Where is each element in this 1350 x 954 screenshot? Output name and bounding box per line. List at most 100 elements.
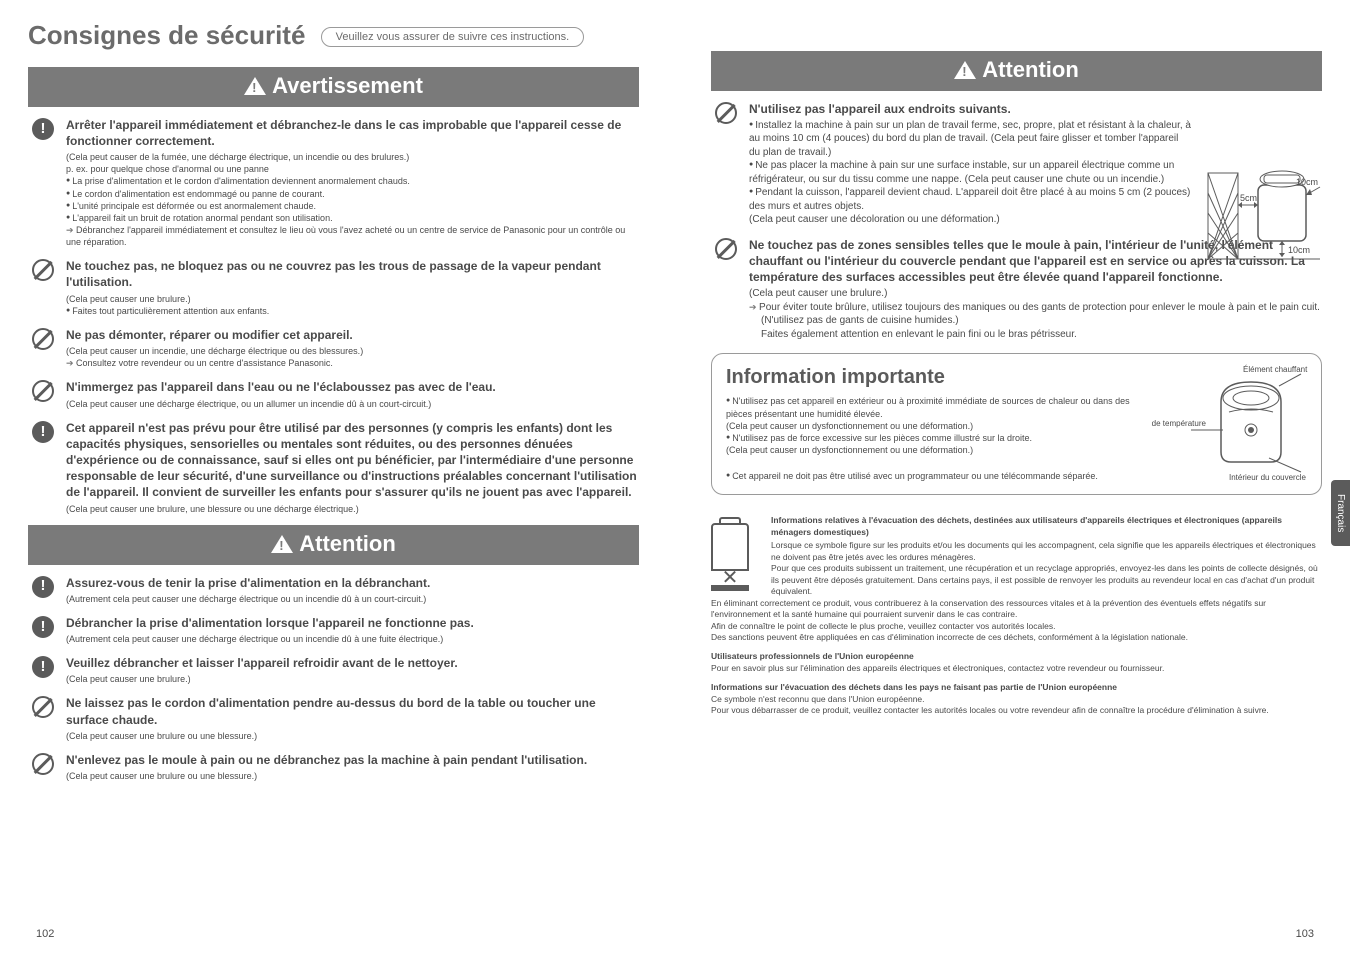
c2-note: (Autrement cela peut causer une décharge… <box>66 633 639 645</box>
b1-title: Arrêter l'appareil immédiatement et débr… <box>66 117 639 149</box>
prohibit-icon <box>32 380 54 402</box>
b1-li3: L'unité principale est déformée ou est a… <box>66 200 639 212</box>
title-sub: Veuillez vous assurer de suivre ces inst… <box>321 27 585 47</box>
c1-note: (Autrement cela peut causer une décharge… <box>66 593 639 605</box>
page-right: Attention N'utilisez pas l'appareil aux … <box>675 0 1350 954</box>
eco-p3: En éliminant correctement ce produit, vo… <box>711 598 1322 621</box>
block-b4: N'immergez pas l'appareil dans l'eau ou … <box>32 379 639 409</box>
banner-attention-right: Attention <box>711 51 1322 91</box>
mandatory-icon: ! <box>32 656 54 678</box>
oven-clearance-diagram: 5cm 10cm 10cm <box>1202 155 1322 265</box>
mandatory-icon: ! <box>32 616 54 638</box>
title-text: Consignes de sécurité <box>28 20 305 50</box>
block-b1: ! Arrêter l'appareil immédiatement et dé… <box>32 117 639 249</box>
b4-title: N'immergez pas l'appareil dans l'eau ou … <box>66 379 639 395</box>
block-b2: Ne touchez pas, ne bloquez pas ou ne cou… <box>32 258 639 317</box>
mandatory-icon: ! <box>32 421 54 443</box>
block-b3: Ne pas démonter, réparer ou modifier cet… <box>32 327 639 369</box>
r2-note: (Cela peut causer une brulure.) <box>749 287 1322 301</box>
b1-li1: La prise d'alimentation et le cordon d'a… <box>66 175 639 187</box>
r1-li2: Ne pas placer la machine à pain sur une … <box>749 159 1192 186</box>
b2-title: Ne touchez pas, ne bloquez pas ou ne cou… <box>66 258 639 290</box>
page-title: Consignes de sécurité Veuillez vous assu… <box>28 18 639 53</box>
svg-text:10cm: 10cm <box>1288 245 1310 255</box>
svg-text:10cm: 10cm <box>1296 177 1318 187</box>
prohibit-icon <box>32 328 54 350</box>
svg-text:Capteur de température: Capteur de température <box>1151 419 1206 428</box>
info-box: Information importante N'utilisez pas ce… <box>711 353 1322 495</box>
block-c5: N'enlevez pas le moule à pain ou ne débr… <box>32 752 639 782</box>
mandatory-icon: ! <box>32 118 54 140</box>
b2-note: (Cela peut causer une brulure.) <box>66 293 639 305</box>
eco-p6: Pour en savoir plus sur l'élimination de… <box>711 663 1322 674</box>
b1-text: Arrêter l'appareil immédiatement et débr… <box>66 117 639 249</box>
b1-li4: L'appareil fait un bruit de rotation ano… <box>66 212 639 224</box>
info-li2-text: N'utilisez pas de force excessive sur le… <box>732 433 1032 443</box>
banner2-label: Attention <box>299 531 396 556</box>
b2-li1: Faites tout particulièrement attention a… <box>66 305 639 317</box>
c4-title: Ne laissez pas le cordon d'alimentation … <box>66 695 639 727</box>
r1-container: N'utilisez pas l'appareil aux endroits s… <box>711 101 1322 227</box>
eco-p8: Pour vous débarrasser de ce produit, veu… <box>711 705 1322 716</box>
banner1-label: Avertissement <box>272 73 423 98</box>
banner-avertissement: Avertissement <box>28 67 639 107</box>
b3-note: (Cela peut causer un incendie, une décha… <box>66 345 639 357</box>
block-b5: ! Cet appareil n'est pas prévu pour être… <box>32 420 639 515</box>
r2-arrow: Pour éviter toute brûlure, utilisez touj… <box>749 301 1322 315</box>
banner-right-label: Attention <box>982 57 1079 82</box>
b5-note: (Cela peut causer une brulure, une bless… <box>66 503 639 515</box>
b1-arrow: Débranchez l'appareil immédiatement et c… <box>66 224 639 248</box>
eco-block: ✕ Informations relatives à l'évacuation … <box>711 515 1322 717</box>
warning-triangle-icon <box>244 77 266 95</box>
page-number-right: 103 <box>1296 927 1314 942</box>
b5-title: Cet appareil n'est pas prévu pour être u… <box>66 420 639 501</box>
info-li1-text: N'utilisez pas cet appareil en extérieur… <box>726 396 1130 418</box>
info-li2n: (Cela peut causer un dysfonctionnement o… <box>726 445 973 455</box>
svg-text:Élément chauffant: Élément chauffant <box>1243 365 1308 374</box>
block-c4: Ne laissez pas le cordon d'alimentation … <box>32 695 639 742</box>
r1-title: N'utilisez pas l'appareil aux endroits s… <box>749 101 1192 117</box>
c2-title: Débrancher la prise d'alimentation lorsq… <box>66 615 639 631</box>
eco-h3: Informations sur l'évacuation des déchet… <box>711 682 1322 693</box>
eco-p5: Des sanctions peuvent être appliquées en… <box>711 632 1322 643</box>
c3-note: (Cela peut causer une brulure.) <box>66 673 639 685</box>
info-li1n: (Cela peut causer un dysfonctionnement o… <box>726 421 973 431</box>
prohibit-icon <box>32 753 54 775</box>
language-tab: Français <box>1331 480 1350 546</box>
r1-li3-text: Pendant la cuisson, l'appareil devient c… <box>749 187 1190 212</box>
mandatory-icon: ! <box>32 576 54 598</box>
eco-h1: Informations relatives à l'évacuation de… <box>771 515 1322 538</box>
info-li1: N'utilisez pas cet appareil en extérieur… <box>726 395 1147 431</box>
block-c3: ! Veuillez débrancher et laisser l'appar… <box>32 655 639 685</box>
eco-h2: Utilisateurs professionnels de l'Union e… <box>711 651 1322 662</box>
eco-p1: Lorsque ce symbole figure sur les produi… <box>771 540 1322 563</box>
eco-p4: Afin de connaître le point de collecte l… <box>711 621 1322 632</box>
b1-note: (Cela peut causer de la fumée, une décha… <box>66 151 639 163</box>
page-left: Consignes de sécurité Veuillez vous assu… <box>0 0 675 954</box>
c1-title: Assurez-vous de tenir la prise d'aliment… <box>66 575 639 591</box>
info-li2: N'utilisez pas de force excessive sur le… <box>726 432 1147 456</box>
eco-p2: Pour que ces produits subissent un trait… <box>771 563 1322 597</box>
svg-text:5cm: 5cm <box>1240 193 1257 203</box>
info-li3: Cet appareil ne doit pas être utilisé av… <box>726 470 1147 482</box>
r1-li3: Pendant la cuisson, l'appareil devient c… <box>749 186 1192 227</box>
weee-bin-icon: ✕ <box>711 523 749 571</box>
r2-sub1: (N'utilisez pas de gants de cuisine humi… <box>749 314 1322 328</box>
c5-title: N'enlevez pas le moule à pain ou ne débr… <box>66 752 639 768</box>
block-c2: ! Débrancher la prise d'alimentation lor… <box>32 615 639 645</box>
b1-li2: Le cordon d'alimentation est endommagé o… <box>66 188 639 200</box>
c4-note: (Cela peut causer une brulure ou une ble… <box>66 730 639 742</box>
svg-text:Intérieur du couvercle: Intérieur du couvercle <box>1229 473 1306 482</box>
page-number-left: 102 <box>36 927 54 942</box>
prohibit-icon <box>32 259 54 281</box>
c5-note: (Cela peut causer une brulure ou une ble… <box>66 770 639 782</box>
r2-sub2: Faites également attention en enlevant l… <box>749 328 1322 342</box>
bread-maker-diagram: Élément chauffant Capteur de température… <box>1151 362 1311 482</box>
prohibit-icon <box>715 238 737 260</box>
r1-li3b: (Cela peut causer une décoloration ou un… <box>749 214 1000 225</box>
block-c1: ! Assurez-vous de tenir la prise d'alime… <box>32 575 639 605</box>
prohibit-icon <box>715 102 737 124</box>
b4-note: (Cela peut causer une décharge électriqu… <box>66 398 639 410</box>
b3-title: Ne pas démonter, réparer ou modifier cet… <box>66 327 639 343</box>
banner-attention-left: Attention <box>28 525 639 565</box>
